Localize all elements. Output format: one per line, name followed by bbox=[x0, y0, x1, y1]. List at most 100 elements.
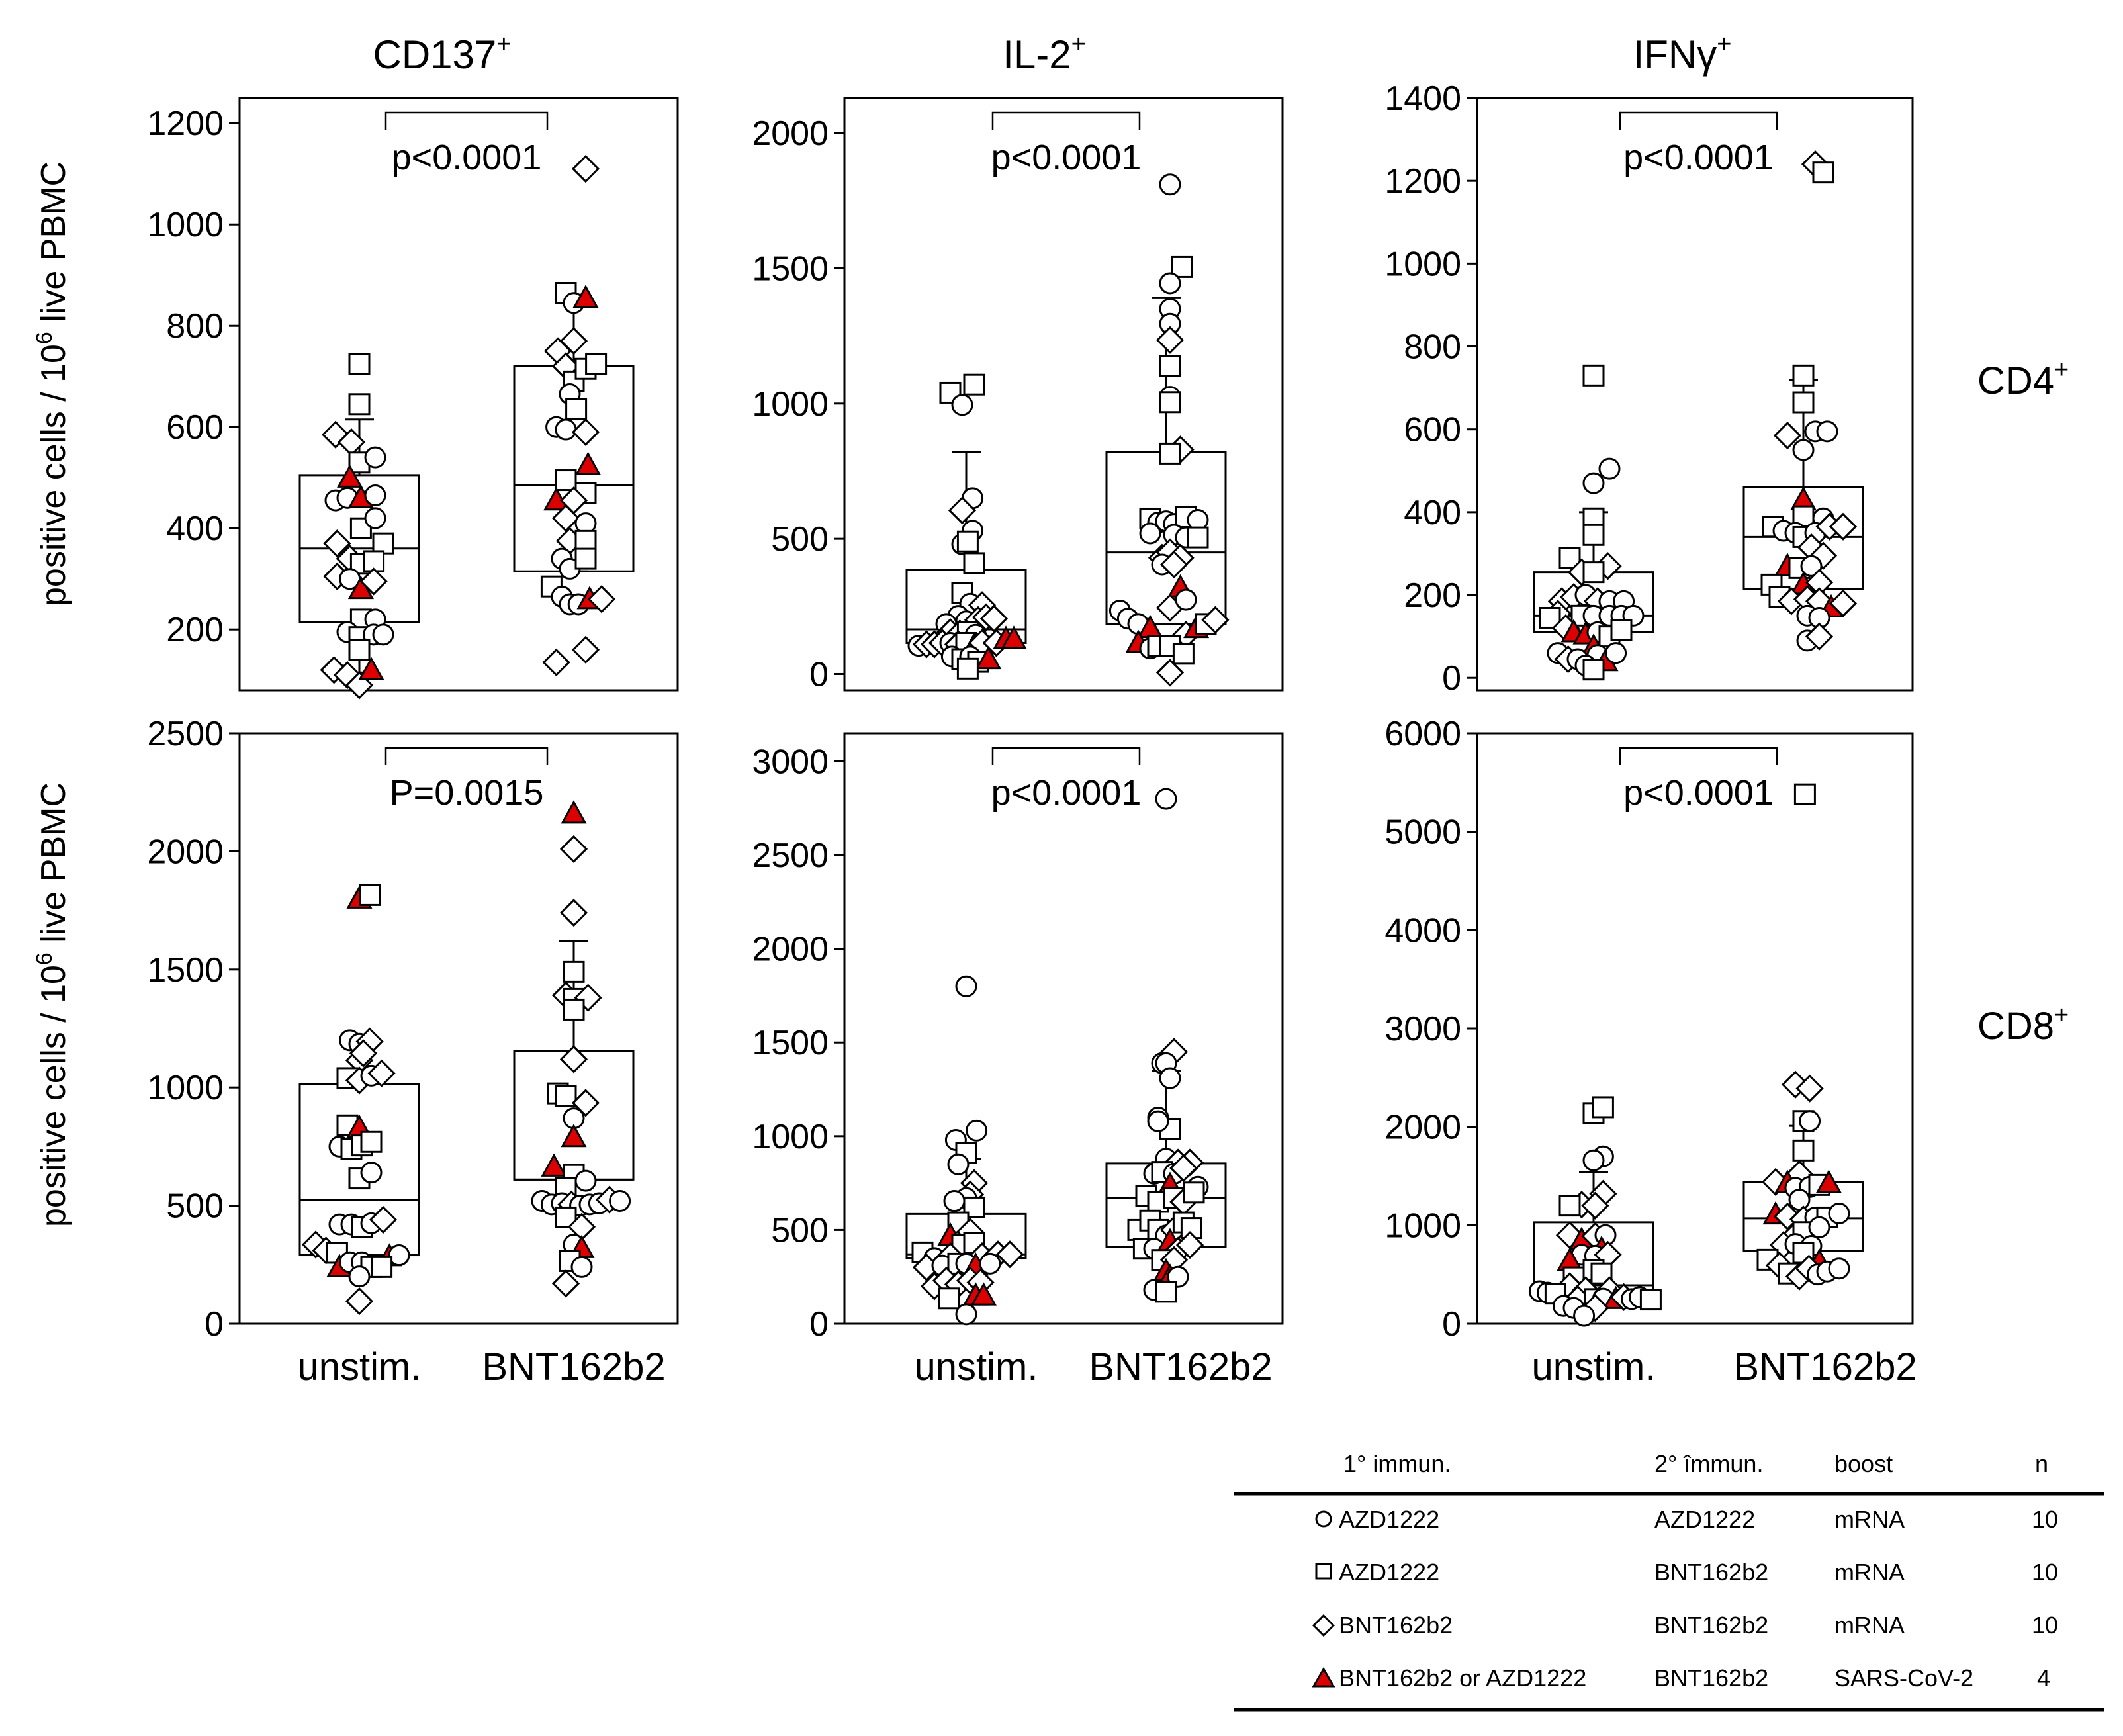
panel-cd8-ifng: 0 1000 2000 3000 4000 5000 6000 p<0.0001 bbox=[1384, 715, 1914, 1344]
point-diamond bbox=[1829, 512, 1858, 541]
point-triangle bbox=[541, 1153, 567, 1177]
y-tick-label: 0 bbox=[809, 655, 829, 694]
legend-row: BNT162b2 or AZD1222 BNT162b2 SARS-CoV-2 … bbox=[1312, 1665, 2050, 1692]
panel-cd4-cd137: 200 400 600 800 1000 1200 p<0.0001 bbox=[147, 97, 679, 700]
y-tick-label: 0 bbox=[1442, 1305, 1461, 1344]
legend-row-primary: BNT162b2 or AZD1222 bbox=[1339, 1665, 1586, 1692]
point-circle bbox=[1573, 1304, 1596, 1327]
point-circle bbox=[1808, 1216, 1830, 1238]
legend-diamond-icon bbox=[1312, 1614, 1335, 1637]
point-square bbox=[372, 532, 394, 555]
xlabel-unstim-col1: unstim. bbox=[298, 1346, 422, 1389]
point-triangle bbox=[1001, 625, 1027, 649]
point-diamond bbox=[1829, 589, 1858, 617]
legend-row-n: 10 bbox=[2032, 1506, 2058, 1533]
y-tick-label: 2500 bbox=[752, 837, 829, 875]
y-tick-label: 1500 bbox=[752, 250, 829, 288]
y-tick-label: 2500 bbox=[147, 715, 224, 753]
point-square bbox=[1792, 1139, 1815, 1162]
legend-row-primary: BNT162b2 bbox=[1339, 1612, 1453, 1639]
point-square bbox=[1171, 255, 1193, 278]
point-diamond bbox=[1159, 550, 1189, 579]
legend-row-n: 10 bbox=[2032, 1612, 2058, 1639]
point-diamond bbox=[345, 1287, 374, 1316]
xlabel-bnt-col1: BNT162b2 bbox=[482, 1346, 665, 1389]
point-square bbox=[1639, 1289, 1662, 1311]
row-label-cd8: CD8+ bbox=[1977, 1001, 2069, 1048]
point-circle bbox=[1159, 272, 1181, 295]
point-diamond bbox=[542, 648, 570, 677]
plot-frame bbox=[843, 97, 1284, 692]
point-square bbox=[1792, 364, 1815, 387]
col-title-cd137: CD137+ bbox=[373, 30, 512, 77]
y-tick-label: 400 bbox=[166, 510, 224, 548]
legend-row-boost: mRNA bbox=[1834, 1559, 1905, 1586]
point-square bbox=[1172, 643, 1195, 665]
point-diamond bbox=[559, 899, 588, 927]
xlabel-bnt-col3: BNT162b2 bbox=[1733, 1346, 1917, 1389]
point-circle bbox=[1159, 1067, 1181, 1089]
y-tick-label: 2000 bbox=[147, 833, 224, 871]
y-tick-label: 0 bbox=[809, 1305, 829, 1344]
y-tick-label: 2000 bbox=[752, 114, 829, 153]
y-tick-label: 0 bbox=[204, 1305, 224, 1344]
plot-frame bbox=[1476, 97, 1914, 692]
y-tick-label: 400 bbox=[1404, 494, 1461, 532]
y-tick-label: 800 bbox=[1404, 328, 1461, 367]
point-circle bbox=[574, 1169, 597, 1192]
panel-cd4-ifng: 0 200 400 600 800 1000 1200 1400 p<0.0001 bbox=[1384, 79, 1914, 698]
point-circle bbox=[1799, 1110, 1821, 1132]
point-diamond bbox=[1155, 326, 1185, 354]
p-value-label: p<0.0001 bbox=[991, 138, 1142, 177]
point-diamond bbox=[571, 154, 600, 183]
point-circle bbox=[1582, 1149, 1605, 1171]
point-circle bbox=[1147, 1110, 1169, 1132]
point-diamond bbox=[587, 585, 616, 614]
xlabel-unstim-col3: unstim. bbox=[1532, 1346, 1656, 1389]
point-triangle bbox=[561, 1124, 587, 1148]
point-diamond bbox=[551, 504, 580, 533]
point-diamond bbox=[369, 1205, 398, 1234]
point-circle bbox=[1155, 788, 1177, 810]
y-tick-label: 1000 bbox=[1384, 245, 1461, 283]
y-tick-label: 0 bbox=[1442, 659, 1461, 698]
y-tick-label: 3000 bbox=[1384, 1010, 1461, 1048]
y-tick-label: 500 bbox=[771, 1211, 829, 1250]
y-tick-label: 5000 bbox=[1384, 813, 1461, 852]
point-circle bbox=[1792, 439, 1815, 461]
plot-frame bbox=[843, 732, 1284, 1325]
y-tick-label: 600 bbox=[166, 408, 224, 447]
point-diamond bbox=[1805, 622, 1834, 651]
point-circle bbox=[1139, 522, 1161, 545]
legend-row-primary: AZD1222 bbox=[1339, 1559, 1439, 1586]
point-square bbox=[1159, 355, 1181, 377]
legend-table: 1° immun. 2° îmmun. boost n AZD1222 AZD1… bbox=[1234, 1450, 2104, 1712]
y-tick-label: 600 bbox=[1404, 411, 1461, 449]
col-title-ifng: IFNγ+ bbox=[1633, 30, 1732, 77]
point-diamond bbox=[571, 418, 600, 446]
legend-row-secondary: BNT162b2 bbox=[1654, 1559, 1768, 1586]
point-square bbox=[1539, 606, 1561, 629]
legend-row-primary: AZD1222 bbox=[1339, 1506, 1439, 1533]
legend-row-secondary: BNT162b2 bbox=[1654, 1612, 1768, 1639]
point-circle bbox=[979, 1252, 1001, 1275]
point-circle bbox=[364, 446, 386, 469]
point-square bbox=[1582, 659, 1605, 681]
point-triangle bbox=[572, 285, 599, 308]
point-square bbox=[1582, 524, 1605, 546]
legend-header-boost: boost bbox=[1834, 1450, 1893, 1477]
point-circle bbox=[947, 1153, 970, 1175]
point-circle bbox=[1175, 588, 1197, 611]
point-diamond bbox=[979, 604, 1009, 633]
point-square bbox=[585, 353, 608, 375]
point-square bbox=[956, 657, 979, 680]
legend-row: AZD1222 AZD1222 mRNA 10 bbox=[1315, 1506, 2058, 1533]
y-tick-label: 1000 bbox=[752, 385, 829, 424]
point-circle bbox=[1828, 1257, 1850, 1280]
point-square bbox=[1812, 161, 1834, 184]
legend-row-secondary: AZD1222 bbox=[1654, 1506, 1755, 1533]
point-square bbox=[1155, 1281, 1177, 1303]
y-tick-label: 2000 bbox=[1384, 1109, 1461, 1147]
point-circle bbox=[364, 484, 386, 506]
point-square bbox=[348, 393, 371, 416]
